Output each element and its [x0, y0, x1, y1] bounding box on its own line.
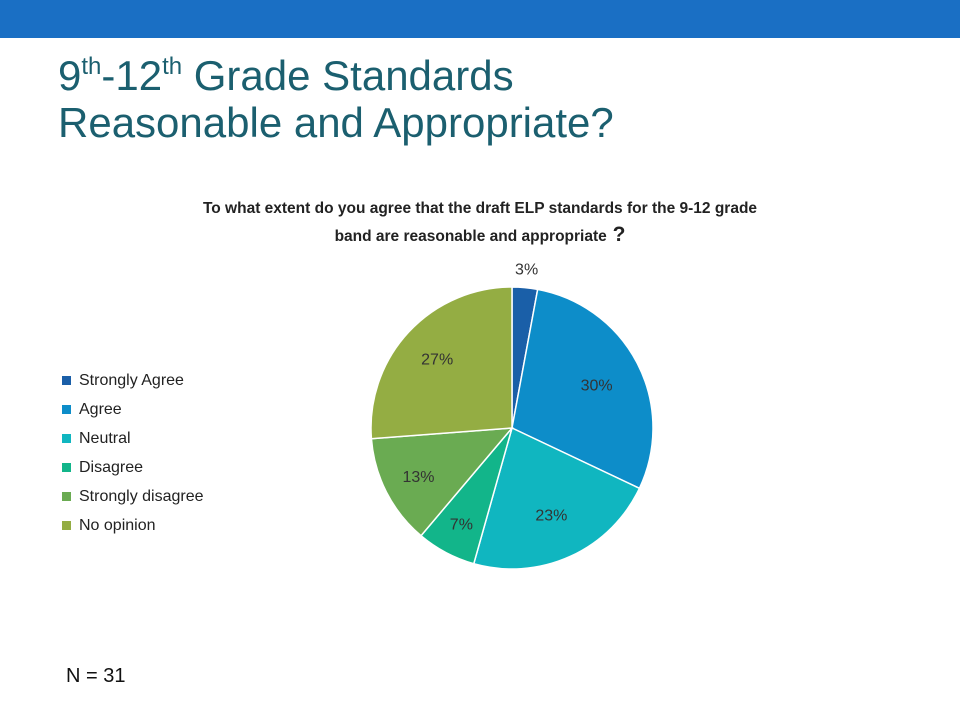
- pie-slice-no-opinion: [370, 286, 513, 440]
- pie-label-no-opinion: 27%: [421, 352, 453, 369]
- pie-label-disagree: 7%: [450, 516, 473, 533]
- chart-title-line1: To what extent do you agree that the dra…: [202, 200, 758, 217]
- legend-swatch: [62, 376, 71, 385]
- title-line2: Reasonable and Appropriate?: [58, 99, 614, 146]
- legend-label: Strongly disagree: [79, 487, 204, 505]
- legend-item-agree: Agree: [62, 395, 204, 424]
- title-grade-start: 9: [58, 52, 82, 99]
- top-accent-bar: [0, 0, 960, 38]
- title-superscript-end: th: [162, 53, 183, 80]
- chart-legend: Strongly Agree Agree Neutral Disagree Strong…: [62, 366, 204, 540]
- legend-swatch: [62, 521, 71, 530]
- legend-label: No opinion: [79, 516, 156, 534]
- pie-slice-neutral: [472, 426, 641, 570]
- legend-label: Agree: [79, 400, 122, 418]
- legend-label: Disagree: [79, 458, 144, 476]
- chart-title-line2: band are reasonable and appropriate: [334, 228, 607, 245]
- chart-title-question-mark: ?: [612, 223, 626, 246]
- legend-item-strongly-disagree: Strongly disagree: [62, 482, 204, 511]
- legend-item-strongly-agree: Strongly Agree: [62, 366, 204, 395]
- sample-size-note: N = 31: [66, 665, 126, 687]
- legend-swatch: [62, 405, 71, 414]
- legend-swatch: [62, 463, 71, 472]
- legend-item-disagree: Disagree: [62, 453, 204, 482]
- legend-swatch: [62, 492, 71, 501]
- chart-title: To what extent do you agree that the dra…: [100, 196, 860, 250]
- title-grade-end: -12: [101, 52, 163, 99]
- legend-label: Neutral: [79, 429, 131, 447]
- title-line1-rest: Grade Standards: [182, 52, 514, 99]
- pie-label-strongly-agree: 3%: [515, 262, 538, 279]
- pie-label-neutral: 23%: [535, 507, 567, 524]
- legend-label: Strongly Agree: [79, 371, 184, 389]
- pie-label-strongly-disagree: 13%: [403, 469, 435, 486]
- pie-slice-strongly-disagree: [370, 427, 514, 537]
- legend-item-no-opinion: No opinion: [62, 511, 204, 540]
- slide-title: 9th-12th Grade Standards Reasonable and …: [58, 52, 918, 146]
- pie-slice-agree: [511, 288, 654, 490]
- pie-label-agree: 30%: [581, 378, 613, 395]
- legend-item-neutral: Neutral: [62, 424, 204, 453]
- title-superscript-start: th: [81, 53, 102, 80]
- legend-swatch: [62, 434, 71, 443]
